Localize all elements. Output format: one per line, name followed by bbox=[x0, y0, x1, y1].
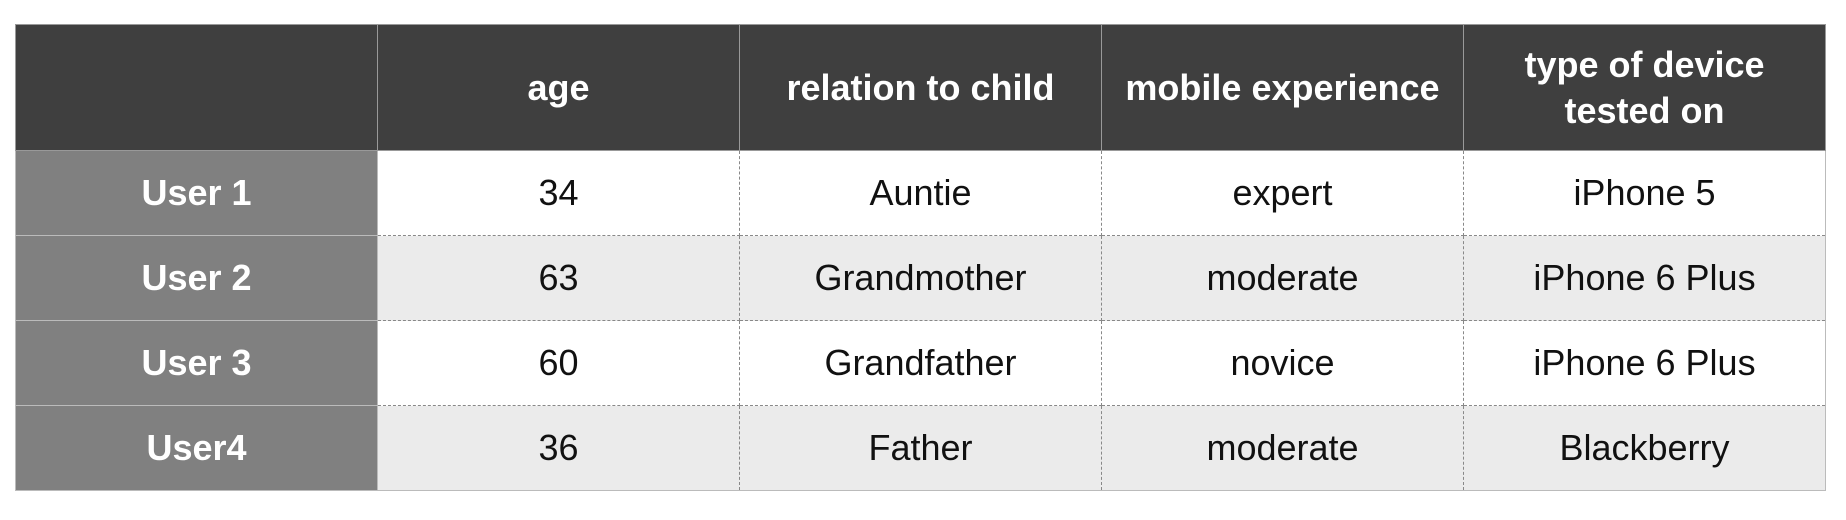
table-cell: iPhone 6 Plus bbox=[1463, 235, 1826, 321]
table-row: User 1 34 Auntie expert iPhone 5 bbox=[15, 150, 1826, 236]
column-header: relation to child bbox=[739, 24, 1102, 151]
table-row: User4 36 Father moderate Blackberry bbox=[15, 405, 1826, 491]
table-cell: Grandfather bbox=[739, 320, 1102, 406]
user-table: age relation to child mobile experience typ… bbox=[15, 24, 1826, 491]
column-header: type of device tested on bbox=[1463, 24, 1826, 151]
table-cell: 60 bbox=[377, 320, 740, 406]
table-cell: Grandmother bbox=[739, 235, 1102, 321]
table-cell: Auntie bbox=[739, 150, 1102, 236]
table-cell: novice bbox=[1101, 320, 1464, 406]
table-row: User 3 60 Grandfather novice iPhone 6 Plus bbox=[15, 320, 1826, 406]
table-cell: Father bbox=[739, 405, 1102, 491]
header-row: age relation to child mobile experience typ… bbox=[15, 24, 1826, 151]
table-cell: iPhone 6 Plus bbox=[1463, 320, 1826, 406]
corner-cell bbox=[15, 24, 378, 151]
table-row: User 2 63 Grandmother moderate iPhone 6 Plus bbox=[15, 235, 1826, 321]
table-header: age relation to child mobile experience typ… bbox=[15, 24, 1826, 151]
table-cell: iPhone 5 bbox=[1463, 150, 1826, 236]
table-body: User 1 34 Auntie expert iPhone 5 User 2 63 Gran… bbox=[15, 150, 1826, 491]
column-header: mobile experience bbox=[1101, 24, 1464, 151]
row-label: User 2 bbox=[15, 235, 378, 321]
table-cell: 34 bbox=[377, 150, 740, 236]
table-cell: Blackberry bbox=[1463, 405, 1826, 491]
table-cell: 63 bbox=[377, 235, 740, 321]
table-cell: moderate bbox=[1101, 235, 1464, 321]
row-label: User 3 bbox=[15, 320, 378, 406]
table-cell: expert bbox=[1101, 150, 1464, 236]
table-cell: moderate bbox=[1101, 405, 1464, 491]
table-cell: 36 bbox=[377, 405, 740, 491]
column-header: age bbox=[377, 24, 740, 151]
row-label: User4 bbox=[15, 405, 378, 491]
row-label: User 1 bbox=[15, 150, 378, 236]
